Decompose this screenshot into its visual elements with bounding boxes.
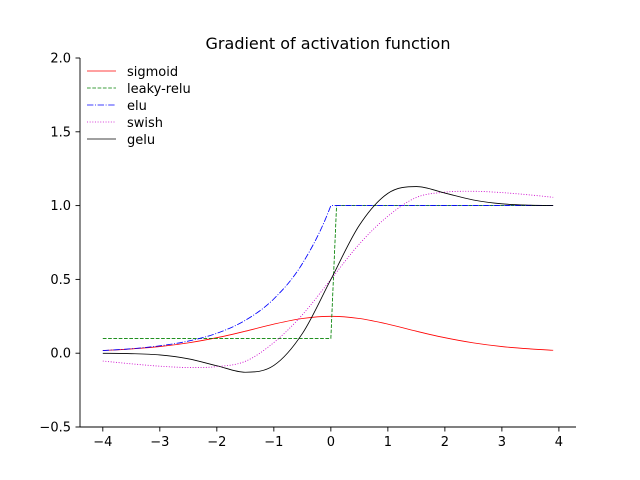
series-line-leaky-relu <box>102 205 554 339</box>
x-tick-label: −4 <box>93 435 112 450</box>
axes: −4 −3 −2 −1 0 1 2 3 4 −0.5 0.0 0.5 1.0 1.5 2.0 <box>39 52 576 450</box>
y-tick-label: 0.5 <box>50 273 71 288</box>
chart-title: Gradient of activation function <box>206 34 451 53</box>
x-tick-label: −2 <box>207 435 226 450</box>
y-tick-label: 0.0 <box>50 347 71 362</box>
x-tick-label: −1 <box>264 435 283 450</box>
y-tick-label: 1.5 <box>50 125 71 140</box>
x-tick-label: −3 <box>150 435 169 450</box>
x-tick-label: 0 <box>327 435 335 450</box>
x-tick-label: 4 <box>555 435 563 450</box>
legend: sigmoid leaky-relu elu swish gelu <box>87 65 191 148</box>
legend-label-gelu: gelu <box>127 133 155 148</box>
series-line-gelu <box>102 186 554 373</box>
x-tick-label: 2 <box>441 435 449 450</box>
series-line-sigmoid <box>102 315 554 351</box>
series-line-elu <box>102 205 554 351</box>
y-tick-label: 2.0 <box>50 52 71 67</box>
plot-lines <box>102 186 554 373</box>
x-tick-label: 3 <box>498 435 506 450</box>
x-tick-label: 1 <box>384 435 392 450</box>
y-tick-label: −0.5 <box>39 421 71 436</box>
series-line-swish <box>102 190 554 368</box>
legend-label-sigmoid: sigmoid <box>127 65 178 80</box>
legend-label-leaky-relu: leaky-relu <box>127 82 191 97</box>
legend-label-swish: swish <box>127 116 163 131</box>
legend-label-elu: elu <box>127 99 147 114</box>
y-tick-label: 1.0 <box>50 199 71 214</box>
